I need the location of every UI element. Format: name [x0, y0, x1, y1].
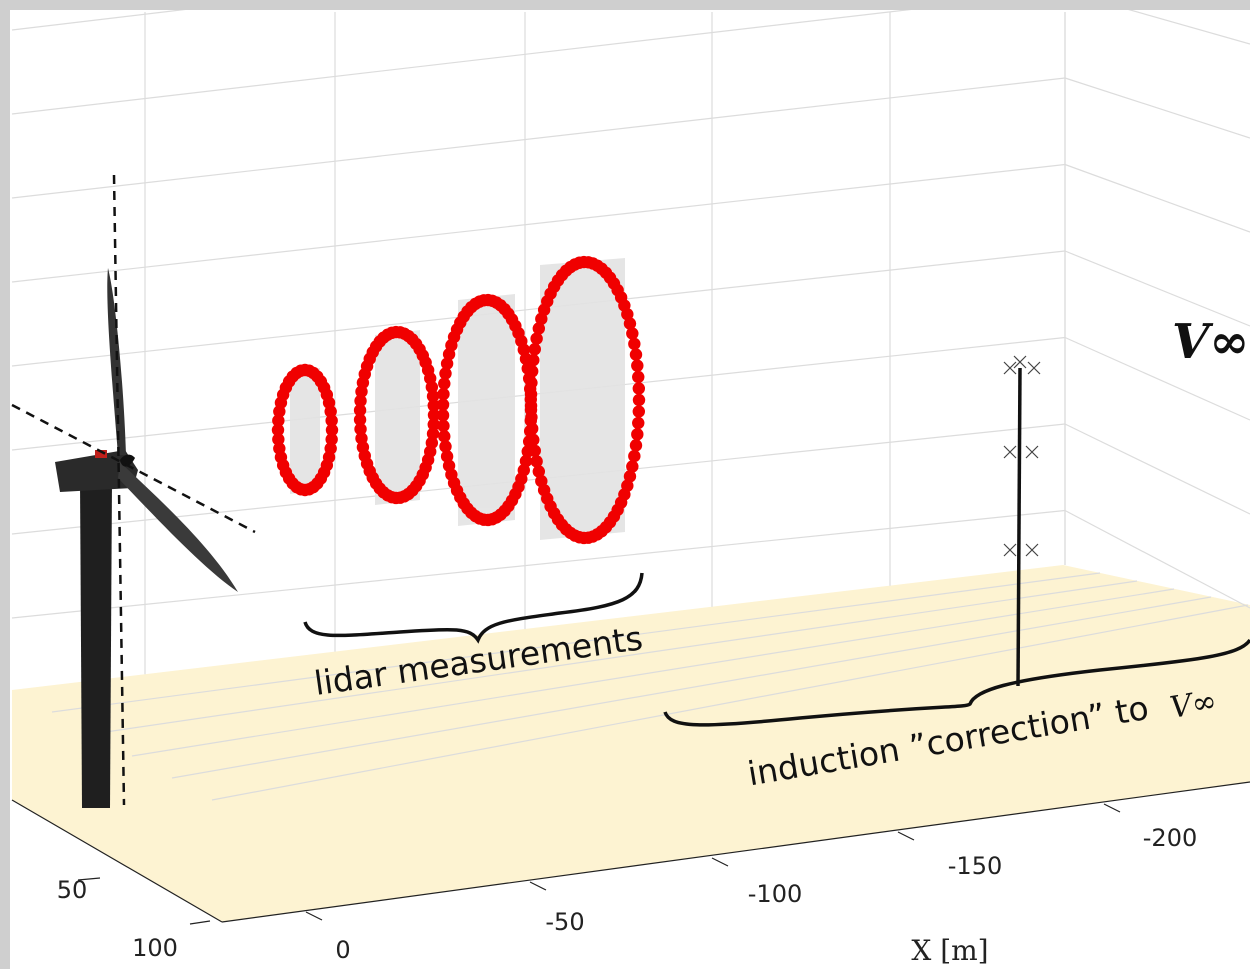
- lidar-point: [633, 394, 645, 406]
- lidar-point: [529, 343, 541, 355]
- lidar-point: [630, 439, 642, 451]
- lidar-point: [525, 388, 537, 400]
- lidar-point: [628, 338, 640, 350]
- x-tick-label: -200: [1143, 824, 1197, 852]
- lidar-point: [526, 365, 538, 377]
- x-tick-label: -100: [748, 880, 802, 908]
- v-inf-label: V∞: [1172, 314, 1249, 370]
- lidar-point: [628, 450, 640, 462]
- x-tick-label: 0: [335, 936, 350, 964]
- lidar-point: [525, 377, 537, 389]
- lidar-point: [437, 398, 449, 410]
- scene: lidar measurements induction ”correction…: [0, 0, 1250, 969]
- lidar-point: [437, 409, 449, 421]
- lidar-point: [630, 348, 642, 360]
- y-tick-label: 50: [57, 876, 88, 904]
- lidar-point: [633, 405, 645, 417]
- lidar-point: [525, 400, 537, 412]
- lidar-point: [632, 371, 644, 383]
- lidar-point: [631, 359, 643, 371]
- y-tick-label: 100: [132, 934, 178, 962]
- page: lidar measurements induction ”correction…: [0, 0, 1250, 969]
- lidar-point: [529, 445, 541, 457]
- lidar-point: [527, 354, 539, 366]
- x-tick-label: -150: [948, 852, 1002, 880]
- lidar-point: [633, 382, 645, 394]
- lidar-point: [626, 327, 638, 339]
- x-axis-label: X [m]: [911, 934, 988, 967]
- lidar-point: [325, 414, 337, 426]
- x-tick-label: -50: [545, 908, 584, 936]
- lidar-point: [525, 411, 537, 423]
- lidar-point: [632, 417, 644, 429]
- lidar-point: [437, 420, 449, 432]
- lidar-point: [527, 434, 539, 446]
- lidar-point: [526, 422, 538, 434]
- lidar-point: [530, 455, 542, 467]
- lidar-point: [631, 428, 643, 440]
